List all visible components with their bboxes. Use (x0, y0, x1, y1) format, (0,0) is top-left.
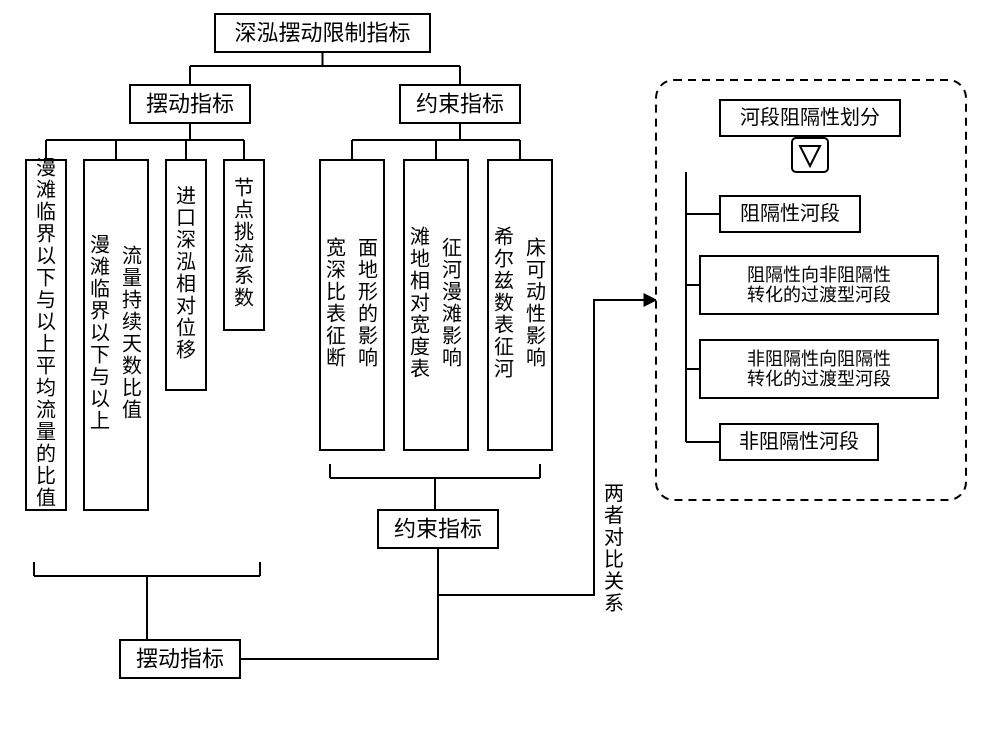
svg-text:希尔兹数表征河: 希尔兹数表征河 (494, 225, 514, 380)
svg-text:摆动指标: 摆动指标 (136, 647, 224, 672)
svg-text:约束指标: 约束指标 (394, 517, 482, 542)
svg-text:漫滩临界以下与以上平均流量的比值: 漫滩临界以下与以上平均流量的比值 (36, 156, 56, 509)
svg-text:征河漫滩影响: 征河漫滩影响 (442, 236, 462, 369)
svg-text:面地形的影响: 面地形的影响 (358, 237, 378, 369)
svg-text:约束指标: 约束指标 (416, 92, 504, 117)
svg-text:流量持续天数比值: 流量持续天数比值 (122, 244, 142, 421)
svg-text:非阻隔性河段: 非阻隔性河段 (739, 430, 859, 453)
svg-text:深泓摆动限制指标: 深泓摆动限制指标 (234, 21, 410, 46)
svg-text:两者对比关系: 两者对比关系 (604, 483, 624, 615)
svg-text:摆动指标: 摆动指标 (146, 92, 234, 117)
svg-text:非阻隔性向阻隔性转化的过渡型河段: 非阻隔性向阻隔性转化的过渡型河段 (747, 349, 891, 389)
svg-text:河段阻隔性划分: 河段阻隔性划分 (740, 106, 880, 129)
svg-text:阻隔性向非阻隔性转化的过渡型河段: 阻隔性向非阻隔性转化的过渡型河段 (747, 265, 891, 305)
svg-text:节点挑流系数: 节点挑流系数 (234, 176, 254, 309)
svg-text:进口深泓相对位移: 进口深泓相对位移 (176, 184, 196, 361)
svg-text:滩地相对宽度表: 滩地相对宽度表 (410, 225, 430, 380)
svg-text:床可动性影响: 床可动性影响 (526, 236, 546, 369)
svg-text:漫滩临界以下与以上: 漫滩临界以下与以上 (90, 233, 110, 432)
svg-text:宽深比表征断: 宽深比表征断 (326, 236, 346, 369)
svg-text:阻隔性河段: 阻隔性河段 (740, 202, 840, 225)
